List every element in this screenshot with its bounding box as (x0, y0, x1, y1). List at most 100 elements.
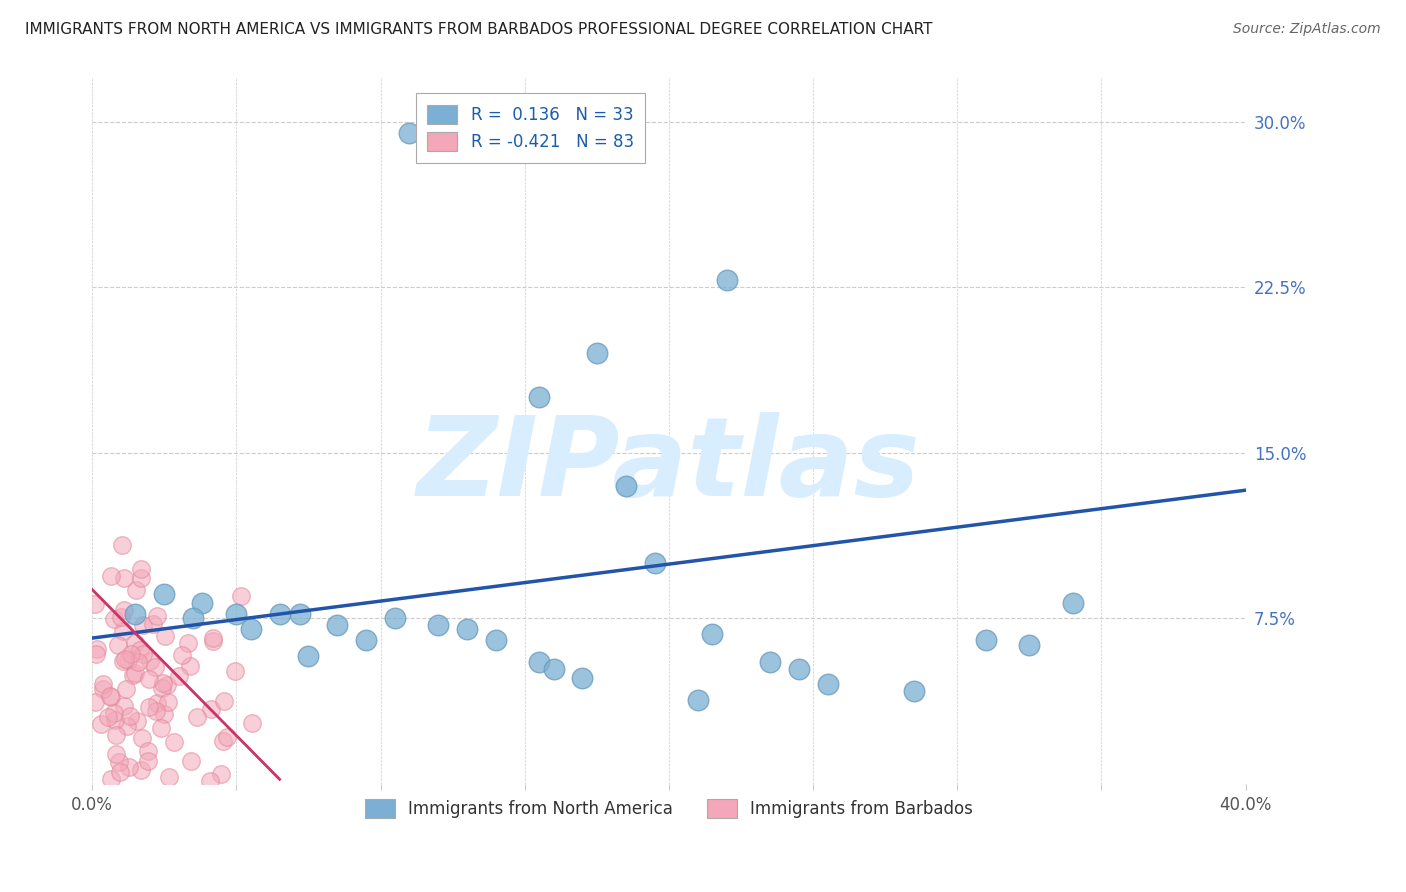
Point (427, 617, 450, 632)
Point (153, 706, 176, 721)
Point (571, 671, 593, 685)
Point (190, 596, 212, 610)
Point (131, 731, 153, 745)
Point (112, 654, 135, 668)
Point (90, 717, 112, 731)
Point (100, 569, 122, 583)
Point (384, 611, 406, 625)
Point (157, 770, 180, 784)
Point (104, 728, 127, 742)
Point (162, 735, 184, 749)
Point (98, 690, 121, 704)
Point (903, 684, 925, 698)
Point (129, 571, 152, 585)
Point (104, 713, 127, 727)
Point (326, 617, 349, 632)
Point (186, 710, 208, 724)
Point (224, 665, 246, 679)
Point (143, 660, 166, 674)
Point (817, 677, 839, 691)
Point (107, 638, 129, 652)
Point (229, 589, 252, 603)
Point (200, 701, 222, 715)
Point (86, 647, 108, 661)
Point (240, 715, 263, 730)
Point (759, 656, 782, 670)
Point (702, 626, 724, 640)
Point (108, 756, 131, 770)
Point (138, 654, 160, 668)
Point (120, 647, 142, 661)
Point (86, 642, 108, 657)
Point (115, 719, 138, 733)
Point (225, 607, 247, 621)
Point (129, 763, 152, 777)
Point (354, 633, 377, 648)
Point (100, 690, 122, 704)
Text: ZIPatlas: ZIPatlas (418, 412, 921, 519)
Point (131, 617, 153, 632)
Point (212, 734, 235, 748)
Point (716, 273, 738, 287)
Point (150, 681, 173, 695)
Point (198, 773, 221, 788)
Point (217, 730, 239, 744)
Point (644, 556, 666, 570)
Point (181, 611, 204, 625)
Point (111, 538, 134, 552)
Point (112, 571, 135, 585)
Point (180, 754, 202, 768)
Point (132, 648, 155, 662)
Point (124, 607, 146, 621)
Point (177, 635, 200, 649)
Point (288, 607, 311, 621)
Point (145, 696, 167, 710)
Point (108, 765, 131, 780)
Point (456, 622, 478, 636)
Point (202, 631, 225, 645)
Point (543, 662, 565, 676)
Point (97, 709, 120, 723)
Point (202, 634, 225, 648)
Point (122, 667, 145, 681)
Point (179, 659, 201, 673)
Point (398, 126, 420, 140)
Point (527, 391, 550, 405)
Point (138, 672, 160, 686)
Point (103, 612, 125, 626)
Point (136, 744, 159, 758)
Point (142, 616, 165, 631)
Text: IMMIGRANTS FROM NORTH AMERICA VS IMMIGRANTS FROM BARBADOS PROFESSIONAL DEGREE CO: IMMIGRANTS FROM NORTH AMERICA VS IMMIGRA… (25, 22, 932, 37)
Point (84, 597, 107, 611)
Point (105, 747, 128, 761)
Point (269, 607, 291, 621)
Point (110, 610, 132, 624)
Point (787, 662, 810, 676)
Point (686, 693, 709, 707)
Point (614, 479, 637, 493)
Point (91, 682, 114, 697)
Point (114, 652, 136, 666)
Point (127, 655, 149, 669)
Point (146, 608, 169, 623)
Point (124, 582, 146, 597)
Point (585, 346, 607, 360)
Point (150, 722, 173, 736)
Point (127, 714, 149, 728)
Point (117, 760, 139, 774)
Point (170, 648, 193, 662)
Point (138, 699, 160, 714)
Point (167, 669, 190, 683)
Point (124, 636, 146, 650)
Point (100, 772, 122, 787)
Point (117, 653, 139, 667)
Point (115, 682, 138, 697)
Point (1018, 638, 1040, 652)
Point (153, 587, 176, 601)
Text: Source: ZipAtlas.com: Source: ZipAtlas.com (1233, 22, 1381, 37)
Point (974, 633, 997, 648)
Point (485, 633, 508, 648)
Point (129, 562, 152, 576)
Point (112, 603, 135, 617)
Point (1062, 596, 1084, 610)
